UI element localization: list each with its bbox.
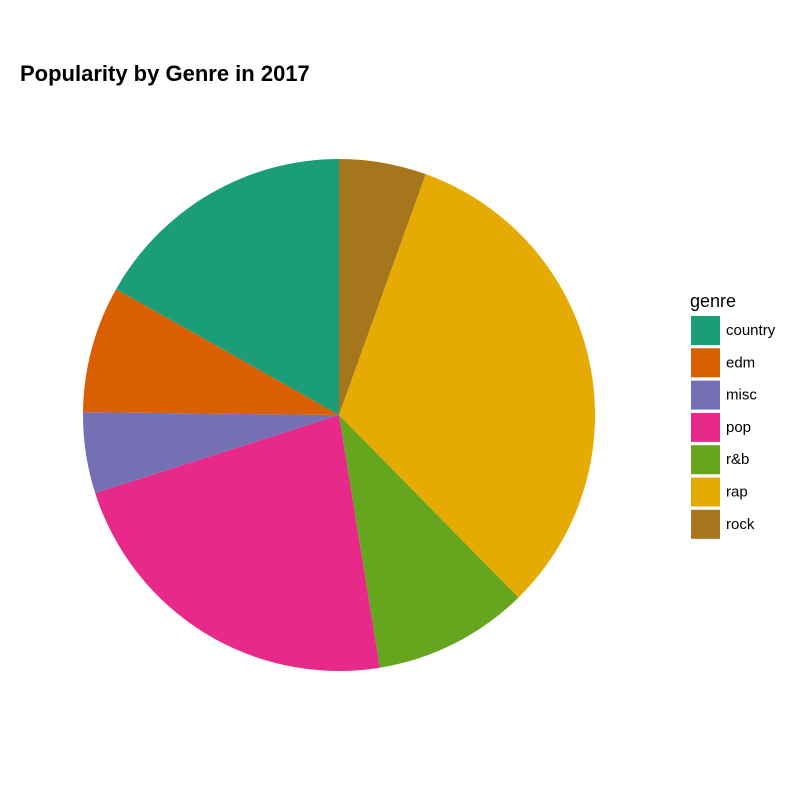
- legend-swatch: [691, 348, 720, 378]
- pie-slice: [339, 174, 595, 598]
- legend-label: rap: [726, 483, 748, 500]
- pie-slice: [339, 415, 519, 668]
- legend-swatch: [691, 477, 720, 507]
- legend-swatch: [691, 445, 720, 475]
- legend-swatch: [691, 509, 720, 539]
- legend-swatch: [691, 316, 720, 345]
- pie-slice: [83, 289, 339, 415]
- legend-label: country: [726, 322, 776, 339]
- chart-title: Popularity by Genre in 2017: [20, 61, 310, 86]
- legend-label: pop: [726, 419, 751, 436]
- pie-slice: [116, 159, 340, 415]
- pie-slice: [339, 159, 426, 415]
- legend-swatch: [691, 380, 720, 410]
- legend-label: misc: [726, 387, 757, 404]
- pie-slice: [82, 412, 339, 494]
- legend-label: rock: [726, 516, 755, 533]
- pie-slice: [95, 415, 380, 671]
- legend-title: genre: [690, 291, 736, 311]
- legend-swatch: [691, 412, 720, 442]
- legend-label: edm: [726, 354, 755, 371]
- legend-label: r&b: [726, 451, 749, 468]
